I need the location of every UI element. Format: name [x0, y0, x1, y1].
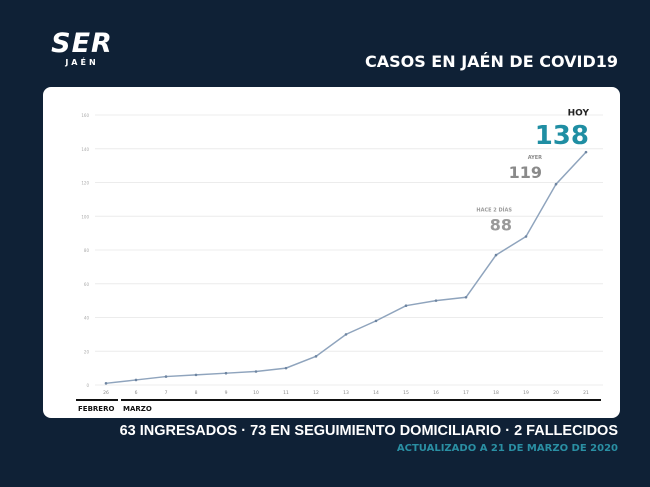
- x-tick-label: 18: [493, 390, 499, 396]
- ser-logo: SER JAÉN: [40, 28, 124, 68]
- x-tick-label: 10: [253, 390, 259, 396]
- data-point: [254, 370, 258, 373]
- data-point: [464, 295, 468, 299]
- y-tick-label: 80: [84, 248, 90, 253]
- x-tick-label: 9: [225, 390, 228, 396]
- data-point: [164, 375, 168, 378]
- annotation-label: HOY: [568, 108, 590, 118]
- data-point: [224, 371, 228, 375]
- y-tick-label: 120: [81, 181, 89, 186]
- y-tick-label: 20: [84, 349, 90, 354]
- logo-text: SER: [51, 28, 113, 59]
- data-point: [494, 253, 498, 257]
- x-tick-label: 11: [283, 390, 289, 396]
- x-tick-label: 26: [103, 390, 109, 396]
- x-tick-label: 21: [583, 390, 589, 396]
- data-point: [554, 182, 558, 186]
- y-tick-label: 40: [84, 316, 90, 321]
- x-tick-label: 16: [433, 390, 439, 396]
- month-label: FEBRERO: [78, 405, 114, 413]
- data-point: [584, 150, 588, 154]
- month-label: MARZO: [123, 405, 152, 413]
- page-title: CASOS EN JAÉN DE COVID19: [364, 52, 618, 71]
- x-tick-label: 12: [313, 390, 319, 396]
- data-point: [194, 373, 198, 377]
- data-point: [404, 304, 408, 307]
- data-point: [344, 333, 348, 336]
- y-tick-label: 60: [84, 282, 90, 287]
- data-point: [104, 382, 108, 385]
- logo-sub: JAÉN: [65, 58, 99, 67]
- annotation-label: HACE 2 DÍAS: [476, 205, 512, 213]
- annotation-value: 119: [509, 163, 542, 182]
- x-tick-label: 17: [463, 390, 469, 396]
- series-line: [105, 151, 587, 385]
- annotation-value: 88: [490, 216, 512, 235]
- data-point: [374, 319, 378, 323]
- x-tick-label: 13: [343, 390, 349, 396]
- data-point: [284, 366, 288, 370]
- x-tick-label: 6: [135, 390, 138, 396]
- x-tick-label: 7: [165, 390, 168, 396]
- x-tick-label: 19: [523, 390, 529, 396]
- chart-card: 0 20 40 60 80 100 120 140 160 26 6 7 8 9 10 11 12 13 14 15 1…: [43, 87, 620, 418]
- updated-text: ACTUALIZADO A 21 DE MARZO DE 2020: [396, 443, 618, 454]
- line-chart: 0 20 40 60 80 100 120 140 160 26 6 7 8 9 10 11 12 13 14 15 1…: [76, 108, 603, 413]
- summary-text: 63 INGRESADOS · 73 EN SEGUIMIENTO DOMICI…: [119, 423, 618, 439]
- y-tick-label: 160: [81, 113, 89, 118]
- data-point: [434, 299, 438, 302]
- y-tick-label: 100: [81, 214, 89, 219]
- x-tick-label: 14: [373, 390, 379, 396]
- y-tick-label: 0: [86, 383, 89, 388]
- annotation-label: AYER: [528, 155, 542, 161]
- x-tick-label: 20: [553, 390, 559, 396]
- x-tick-label: 15: [403, 390, 409, 396]
- annotation-value: 138: [535, 121, 589, 151]
- data-point: [314, 355, 318, 358]
- y-tick-label: 140: [81, 147, 89, 152]
- data-point: [134, 378, 138, 382]
- x-tick-label: 8: [195, 390, 198, 396]
- data-point: [524, 235, 528, 238]
